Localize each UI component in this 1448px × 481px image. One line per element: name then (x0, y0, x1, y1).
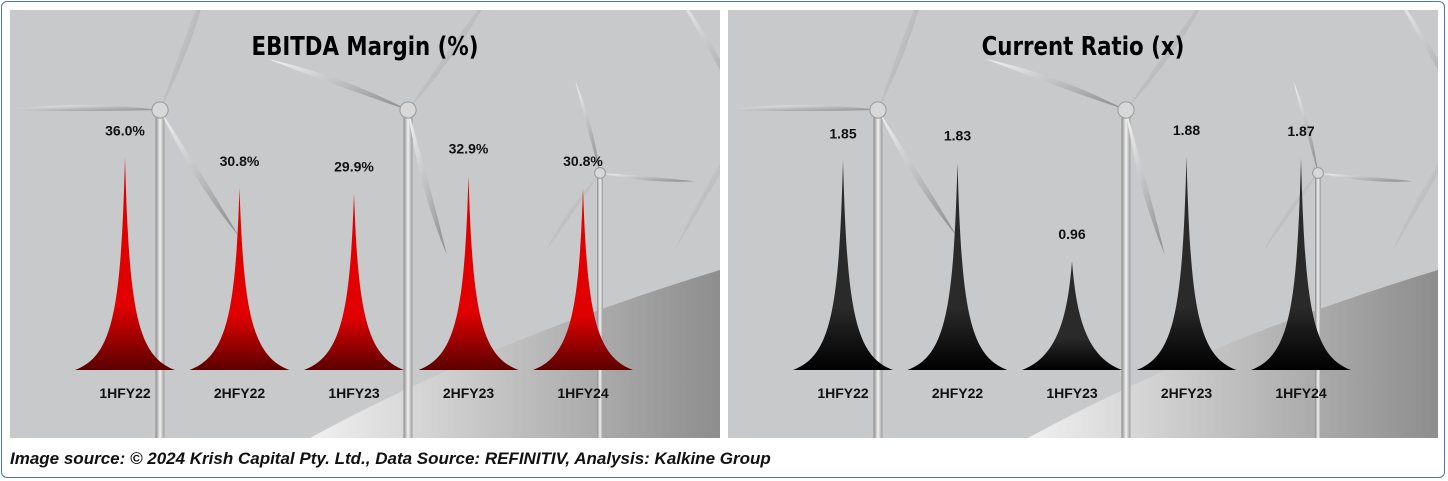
x-tick-label: 2HFY23 (443, 385, 495, 401)
data-label: 30.8% (220, 153, 260, 169)
data-label: 32.9% (449, 141, 489, 157)
spike-bar (1136, 156, 1237, 370)
spike-bar (304, 193, 404, 370)
data-label: 1.87 (1287, 123, 1314, 139)
ebitda-margin-chart: EBITDA Margin (%) 36.0% 1HFY22 30.8% 2HFY22 2… (10, 10, 720, 438)
wind-turbine-icon (10, 10, 240, 438)
wind-turbine-icon (267, 10, 482, 438)
wind-turbine-icon (1393, 10, 1438, 250)
data-label: 30.8% (563, 153, 603, 169)
data-label: 36.0% (105, 122, 145, 138)
x-tick-label: 1HFY23 (328, 385, 380, 401)
spike-bar (418, 175, 519, 370)
spike-bar (75, 157, 175, 370)
wind-turbine-icon (985, 10, 1200, 438)
wind-turbine-icon (675, 10, 720, 250)
spike-bar (1022, 261, 1122, 370)
spike-bar (907, 162, 1008, 370)
current-ratio-chart: Current Ratio (x) 1.85 1HFY22 1.83 2HFY22 0.9… (728, 10, 1438, 438)
image-source-caption: Image source: © 2024 Krish Capital Pty. … (10, 449, 771, 468)
spike-bar (793, 160, 893, 370)
wind-turbine-icon (1263, 81, 1413, 438)
spike-bar (1251, 158, 1351, 370)
spike-bar (189, 188, 290, 370)
chart-0-svg: EBITDA Margin (%) 36.0% 1HFY22 30.8% 2HFY22 2… (10, 10, 720, 438)
x-tick-label: 1HFY24 (1275, 385, 1327, 401)
x-tick-label: 1HFY23 (1046, 385, 1098, 401)
x-tick-label: 1HFY22 (99, 385, 151, 401)
x-tick-label: 2HFY22 (932, 385, 984, 401)
data-label: 1.83 (944, 128, 971, 144)
data-label: 0.96 (1058, 226, 1085, 242)
data-label: 1.88 (1173, 122, 1200, 138)
data-label: 1.85 (829, 125, 856, 141)
chart-title: EBITDA Margin (%) (252, 31, 479, 62)
chart-title: Current Ratio (x) (982, 31, 1185, 62)
x-tick-label: 2HFY22 (214, 385, 266, 401)
x-tick-label: 2HFY23 (1161, 385, 1213, 401)
chart-1-svg: Current Ratio (x) 1.85 1HFY22 1.83 2HFY22 0.9… (728, 10, 1438, 438)
data-label: 29.9% (334, 158, 374, 174)
spike-bar (533, 188, 633, 370)
x-tick-label: 1HFY22 (817, 385, 869, 401)
wind-turbine-icon (728, 10, 958, 438)
x-tick-label: 1HFY24 (557, 385, 609, 401)
wind-turbine-icon (545, 81, 695, 438)
